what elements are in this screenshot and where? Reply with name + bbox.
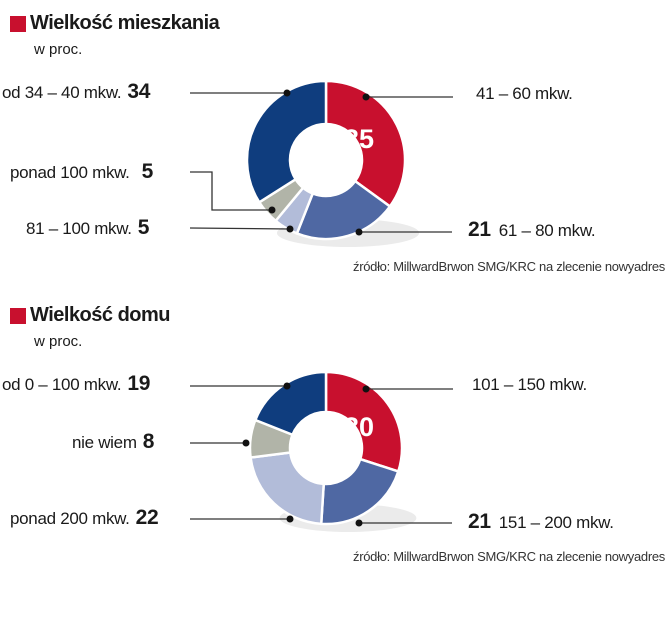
donut-slice-1-0 <box>324 370 404 474</box>
leader-dot <box>283 382 291 390</box>
chart1-label-ponad100: ponad 100 mkw. 5 <box>10 160 153 183</box>
chart2-label-nie-wiem: nie wiem 8 <box>72 430 155 453</box>
chart1-subtitle: w proc. <box>34 41 83 58</box>
title-marker <box>10 15 26 32</box>
chart2-title: Wielkość domu <box>10 304 171 327</box>
chart1-label-od34-40: od 34 – 40 mkw. 34 <box>2 80 151 103</box>
chart2-label-101-150: 101 – 150 mkw. <box>472 375 587 394</box>
leader-dot <box>362 385 370 393</box>
leader-dot <box>286 515 294 523</box>
chart1-source: źródło: MillwardBrwon SMG/KRC na zleceni… <box>353 259 665 274</box>
leader-dot <box>286 225 294 233</box>
slice-value-label: 35 <box>344 124 374 154</box>
leader-line <box>190 171 272 211</box>
leader-line <box>189 227 291 230</box>
donut-slice-0-0 <box>324 79 407 209</box>
leader-dot <box>242 439 250 447</box>
chart1-label-61-80: 21 61 – 80 mkw. <box>468 218 596 241</box>
chart2-subtitle: w proc. <box>34 333 83 350</box>
chart1-title: Wielkość mieszkania <box>10 12 220 35</box>
chart1-label-41-60: 41 – 60 mkw. <box>476 84 573 103</box>
chart1-title-text: Wielkość mieszkania <box>30 12 220 34</box>
chart2-label-od0-100: od 0 – 100 mkw. 19 <box>2 372 151 395</box>
chart1-label-81-100: 81 – 100 mkw. 5 <box>26 216 150 239</box>
donut-slice-0-1 <box>295 179 392 241</box>
leader-dot <box>355 228 363 236</box>
leader-dot <box>355 519 363 527</box>
chart2-title-text: Wielkość domu <box>30 304 171 326</box>
leader-dot <box>283 89 291 97</box>
donut-slice-0-4 <box>245 79 328 205</box>
slice-value-label: 30 <box>344 412 374 442</box>
chart2-source: źródło: MillwardBrwon SMG/KRC na zleceni… <box>353 549 665 564</box>
donut-slice-1-4 <box>253 370 328 437</box>
chart2-label-151-200: 21 151 – 200 mkw. <box>468 510 614 533</box>
chart2-label-ponad200: ponad 200 mkw. 22 <box>10 506 159 529</box>
donut-slice-1-2 <box>249 451 326 526</box>
leader-dot <box>268 206 276 214</box>
leader-dot <box>362 93 370 101</box>
title-marker <box>10 307 26 324</box>
